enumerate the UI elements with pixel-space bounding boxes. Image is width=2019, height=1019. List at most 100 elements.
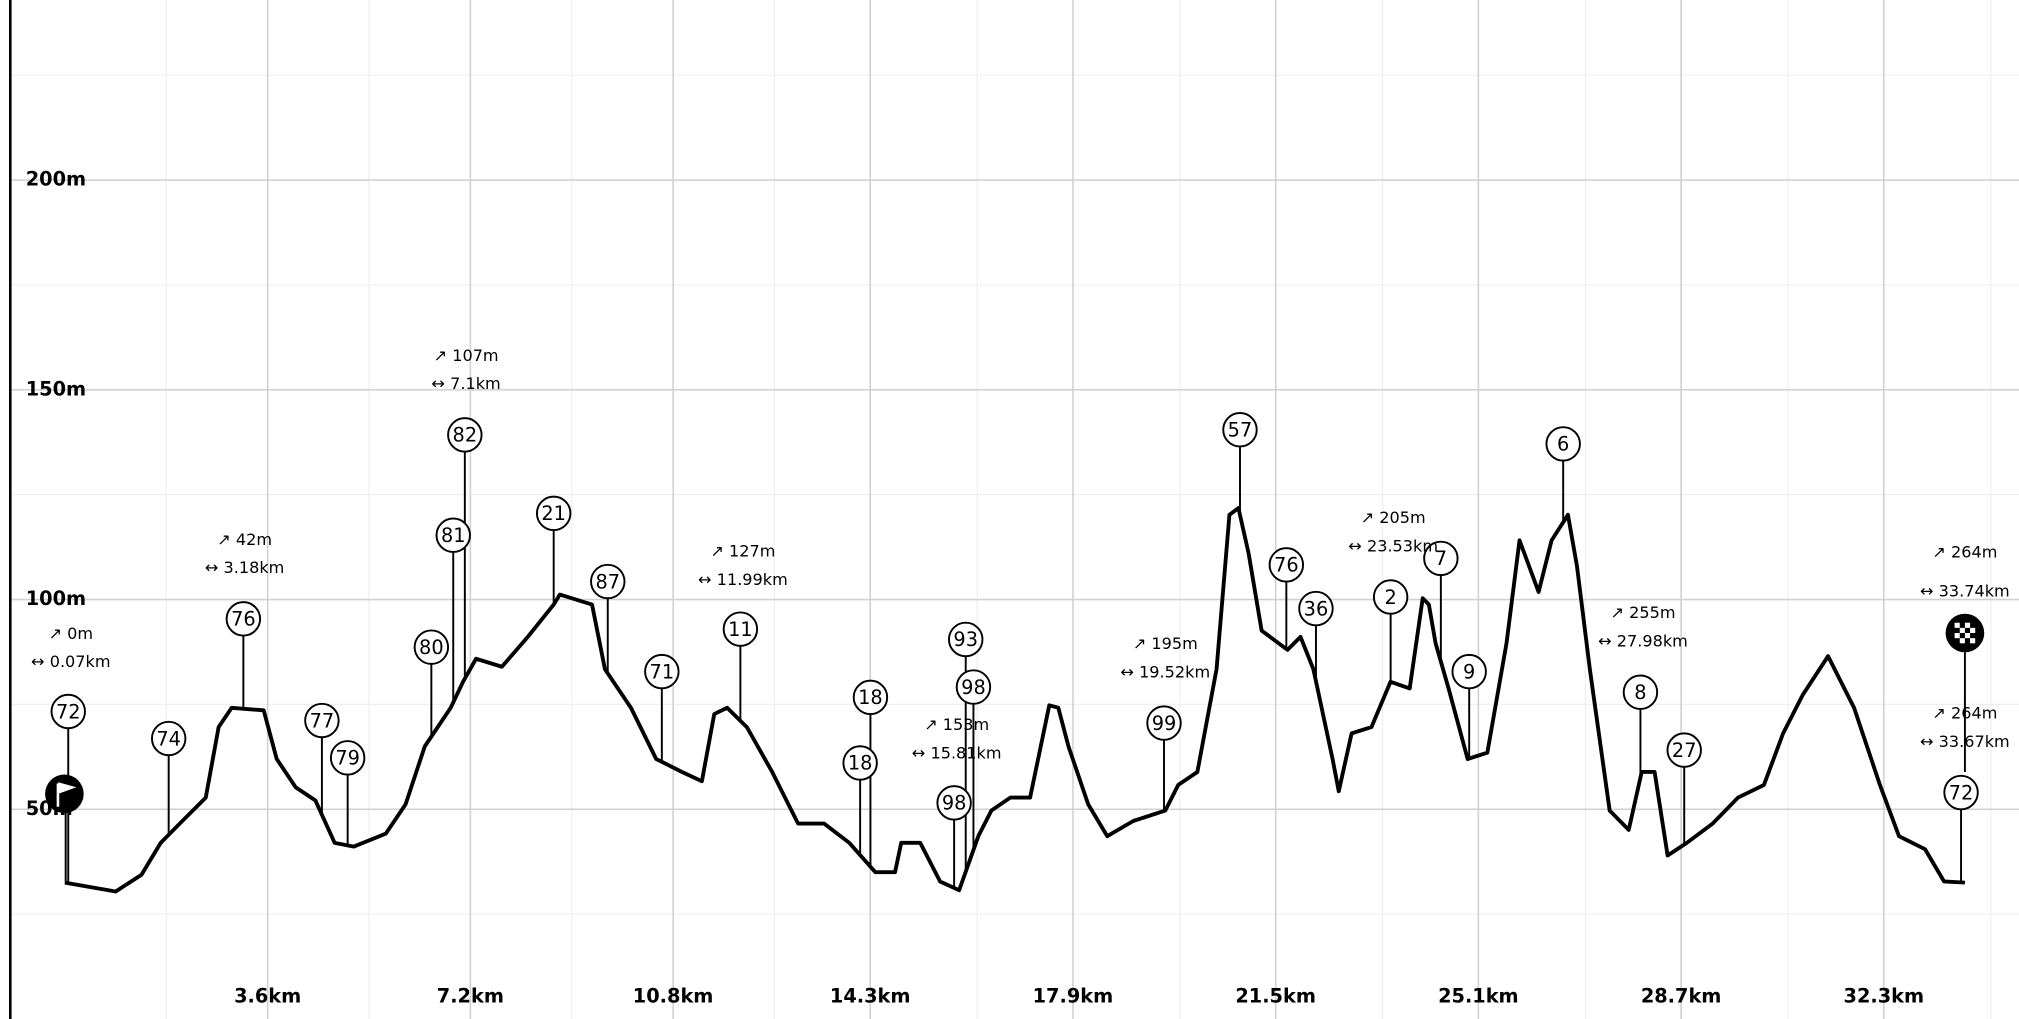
waypoint-circle xyxy=(1622,674,1659,710)
stat-gain: ↗ 42m xyxy=(217,530,272,549)
waypoint-label: 6 xyxy=(1557,433,1569,456)
waypoint-label: 98 xyxy=(942,792,967,815)
x-tick-label: 7.2km xyxy=(437,985,504,1008)
finish-check xyxy=(1954,622,1960,628)
stat-gain: ↗ 107m xyxy=(434,346,499,365)
finish-check xyxy=(1959,627,1965,634)
stat-gain: ↗ 195m xyxy=(1133,634,1198,653)
waypoint-circle xyxy=(1943,774,1979,811)
waypoint-label: 2 xyxy=(1384,586,1396,609)
waypoint-label: 72 xyxy=(56,700,81,723)
waypoint-circle xyxy=(852,679,889,716)
y-tick-label: 200m xyxy=(26,168,86,191)
stat-gain: ↗ 205m xyxy=(1361,508,1426,527)
x-tick-label: 3.6km xyxy=(234,985,301,1008)
waypoint-circle xyxy=(644,653,680,690)
stat-distance: ↔ 11.99km xyxy=(698,570,788,589)
finish-check xyxy=(1959,638,1965,644)
waypoint-circle xyxy=(150,720,187,757)
stat-distance: ↔ 3.18km xyxy=(205,558,284,577)
finish-check xyxy=(1964,633,1971,639)
waypoint-label: 93 xyxy=(953,628,978,651)
x-tick-label: 25.1km xyxy=(1438,985,1519,1008)
waypoint-circle xyxy=(1451,653,1487,690)
y-tick-label: 150m xyxy=(26,377,86,400)
x-tick-label: 28.7km xyxy=(1641,985,1722,1008)
waypoint-circle xyxy=(1146,705,1182,741)
waypoint-label: 76 xyxy=(1274,554,1299,577)
waypoint-circle xyxy=(1666,732,1702,768)
elevation-line xyxy=(64,506,1966,894)
stat-distance: ↔ 33.74km xyxy=(1920,581,2010,600)
waypoint-label: 18 xyxy=(858,686,883,709)
waypoint-label: 57 xyxy=(1228,419,1253,442)
waypoint-label: 36 xyxy=(1304,597,1329,620)
x-tick-label: 21.5km xyxy=(1235,985,1316,1008)
stat-distance: ↔ 19.52km xyxy=(1120,662,1210,681)
waypoint-circle xyxy=(1372,579,1409,615)
waypoint-label: 18 xyxy=(848,752,873,775)
waypoint-label: 8 xyxy=(1634,681,1646,704)
profile xyxy=(64,506,1966,894)
waypoint-label: 79 xyxy=(335,747,360,770)
waypoint-circle xyxy=(722,611,759,647)
waypoint-circle xyxy=(435,517,471,553)
stat-gain: ↗ 264m xyxy=(1932,543,1997,562)
waypoint-circle xyxy=(1545,426,1581,462)
waypoint-label: 71 xyxy=(650,660,675,683)
waypoint-circle xyxy=(1222,412,1258,448)
stat-gain: ↗ 255m xyxy=(1611,603,1676,622)
x-tick-label: 17.9km xyxy=(1033,985,1114,1008)
waypoint-label: 9 xyxy=(1463,660,1475,683)
stat-distance: ↔ 15.81km xyxy=(912,743,1002,762)
finish-check xyxy=(1964,622,1971,628)
x-tick-label: 32.3km xyxy=(1844,985,1925,1008)
waypoint-label: 82 xyxy=(453,424,478,447)
waypoint-label: 87 xyxy=(595,570,620,593)
finish-check xyxy=(1970,638,1976,644)
waypoint-circle xyxy=(535,495,572,532)
waypoint-label: 76 xyxy=(231,608,256,631)
stat-distance: ↔ 0.07km xyxy=(31,652,110,671)
waypoint-label: 81 xyxy=(441,524,466,547)
waypoint-label: 11 xyxy=(728,618,753,641)
waypoint-circle xyxy=(447,417,483,453)
waypoint-label: 74 xyxy=(156,727,181,750)
finish-check xyxy=(1954,633,1960,639)
start-flag xyxy=(56,782,77,807)
waypoint-circle xyxy=(842,745,878,781)
waypoint-circle xyxy=(225,601,262,637)
waypoint-circle xyxy=(590,563,626,600)
stat-distance: ↔ 7.1km xyxy=(432,374,501,393)
x-tick-label: 10.8km xyxy=(633,985,714,1008)
waypoint-label: 99 xyxy=(1152,712,1177,735)
stat-gain: ↗ 153m xyxy=(924,715,989,734)
waypoint-label: 77 xyxy=(310,709,335,732)
x-tick-label: 14.3km xyxy=(830,985,911,1008)
waypoint-circle xyxy=(936,785,972,821)
waypoint-circle xyxy=(304,702,340,739)
finish-check xyxy=(1970,627,1976,634)
waypoint-label: 7 xyxy=(1435,547,1447,570)
waypoint-circle xyxy=(50,693,86,730)
stat-gain: ↗ 127m xyxy=(710,541,775,560)
y-tick-label: 100m xyxy=(26,587,86,610)
waypoint-circle xyxy=(1423,540,1459,577)
start-icon xyxy=(45,774,84,814)
waypoint-circle xyxy=(1298,590,1334,627)
waypoint-label: 80 xyxy=(419,636,444,659)
waypoint-label: 21 xyxy=(541,502,566,525)
waypoint-circle xyxy=(948,621,984,658)
stat-distance: ↔ 23.53km xyxy=(1348,536,1438,555)
waypoint-label: 27 xyxy=(1672,739,1697,762)
waypoint-circle xyxy=(955,669,992,705)
grid: 3.6km 7.2km 10.8km 14.3km 17.9km 21.5km 25.1km… xyxy=(10,0,2019,1019)
waypoint-circle xyxy=(1268,547,1305,583)
waypoint-label: 98 xyxy=(961,676,986,699)
stat-distance: ↔ 27.98km xyxy=(1598,632,1688,651)
stat-gain: ↗ 0m xyxy=(49,624,94,643)
waypoint-label: 72 xyxy=(1949,781,1974,804)
markers: 7274767779808182218771111818939898995776… xyxy=(31,346,2010,888)
